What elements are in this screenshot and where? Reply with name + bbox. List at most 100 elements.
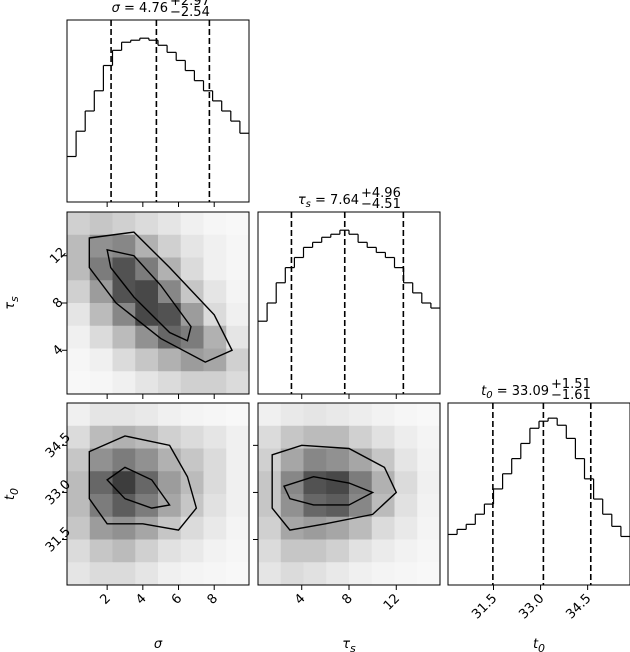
density-cell (203, 348, 227, 372)
panel-title: σ = 4.76 (112, 1, 168, 16)
density-cell (226, 257, 250, 281)
density-cell (112, 539, 136, 563)
density-cell (135, 562, 159, 586)
panel-frame (66, 402, 250, 586)
density-cell (349, 516, 373, 540)
density-cell (112, 348, 136, 372)
title-upper: +2.97 (170, 0, 210, 9)
density-cell (417, 448, 441, 472)
density-cell (349, 471, 373, 495)
density-cell (89, 471, 113, 495)
axis-subscript: s (350, 642, 356, 652)
contour (106, 248, 192, 342)
density-cell (203, 562, 227, 586)
density-cell (112, 234, 136, 258)
density-cell (371, 516, 395, 540)
density-cell (67, 348, 91, 372)
density-cell (203, 212, 227, 236)
density-cell (158, 212, 182, 236)
density-cell (371, 539, 395, 563)
y-tick-label: 12 (47, 245, 69, 267)
density-cell (158, 234, 182, 258)
density-cell (226, 516, 250, 540)
density-cell (180, 257, 204, 281)
title-value: = 33.09 (493, 384, 549, 399)
density-cell (135, 448, 159, 472)
x-tick-label: 33.0 (516, 591, 547, 622)
density-cell (89, 539, 113, 563)
density-cell (303, 403, 327, 427)
density-cell (135, 516, 159, 540)
density-cell (280, 403, 304, 427)
axis-symbol: τ (342, 637, 350, 652)
density-cell (226, 212, 250, 236)
density-cell (349, 425, 373, 449)
density-cell (226, 234, 250, 258)
contour (88, 435, 198, 531)
density-cell (417, 516, 441, 540)
title-subscript: s (306, 199, 311, 210)
density-cell (112, 562, 136, 586)
density-cell (135, 212, 159, 236)
density-cell (226, 348, 250, 372)
density-cell (67, 371, 91, 395)
density-cell (394, 539, 418, 563)
density-cell (258, 516, 282, 540)
density-cell (394, 403, 418, 427)
title-symbol: t (481, 384, 487, 399)
density-cell (67, 303, 91, 327)
density-cell (417, 425, 441, 449)
density-cell (67, 280, 91, 304)
density-cell (203, 448, 227, 472)
density-cell (226, 371, 250, 395)
density-cell (180, 562, 204, 586)
density-cell (180, 403, 204, 427)
density-cell (89, 448, 113, 472)
density-cell (258, 562, 282, 586)
density-cell (112, 448, 136, 472)
density-cell (303, 471, 327, 495)
density-cell (394, 494, 418, 518)
density-cell (326, 562, 350, 586)
density-cell (135, 403, 159, 427)
density-cell (258, 471, 282, 495)
density-cell (158, 325, 182, 349)
density-cell (203, 280, 227, 304)
axis-label: τs (3, 296, 21, 310)
density-cell (112, 403, 136, 427)
density-cell (258, 494, 282, 518)
density-cell (180, 425, 204, 449)
density-cell (417, 494, 441, 518)
density-cell (180, 471, 204, 495)
title-lower: −4.51 (361, 197, 401, 212)
density-cell (135, 234, 159, 258)
density-cell (89, 425, 113, 449)
density-cell (371, 403, 395, 427)
density-cell (158, 539, 182, 563)
axis-symbol: t (533, 637, 539, 652)
density-cell (67, 325, 91, 349)
axis-label: t0 (533, 637, 545, 652)
axis-symbol: t (3, 494, 18, 500)
density-cell (303, 425, 327, 449)
density-cell (135, 371, 159, 395)
density-cell (158, 371, 182, 395)
density-cell (89, 494, 113, 518)
density-cell (67, 425, 91, 449)
density-cell (226, 448, 250, 472)
density-cell (371, 425, 395, 449)
title-upper: +4.96 (361, 186, 401, 201)
density-cell (326, 471, 350, 495)
panel-frame (447, 402, 630, 586)
density-cell (89, 403, 113, 427)
density-cell (226, 425, 250, 449)
density-cell (280, 539, 304, 563)
density-cell (226, 471, 250, 495)
title-lower: −1.61 (551, 388, 591, 403)
density-cell (112, 371, 136, 395)
density-cell (226, 403, 250, 427)
x-tick-label: 4 (133, 591, 149, 607)
density-cell (371, 448, 395, 472)
contour (88, 231, 234, 363)
density-cell (226, 280, 250, 304)
